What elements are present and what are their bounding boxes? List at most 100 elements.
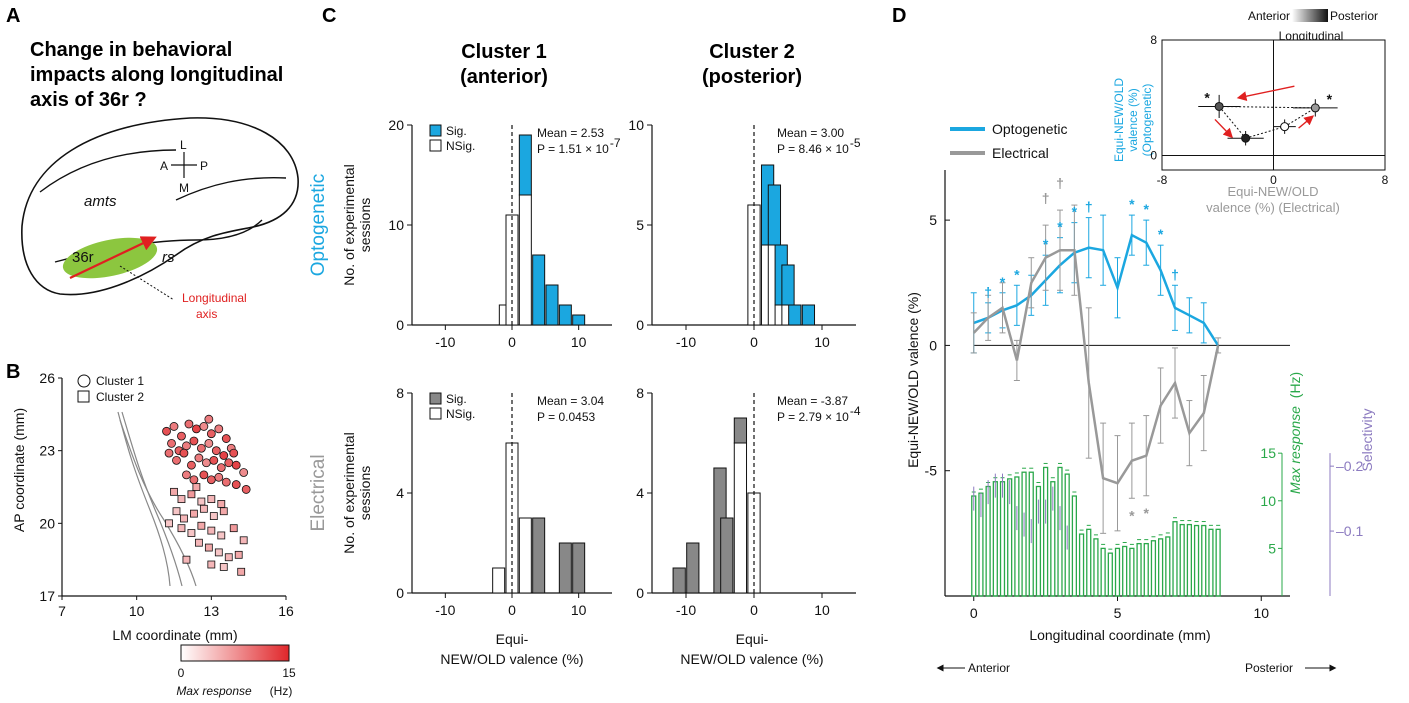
b-cluster2-point <box>197 521 206 530</box>
c-elec-2-bar-sig <box>686 542 700 594</box>
c-opto-2-mean: Mean = 3.00 <box>777 126 844 140</box>
b-cluster2-point <box>177 495 186 504</box>
b-cluster1-point <box>229 448 239 458</box>
d-maxresp-bar <box>1179 523 1185 597</box>
b-cluster1-point <box>199 422 209 431</box>
b-y-tick-label: 20 <box>39 515 55 531</box>
d-maxresp-bar <box>1078 533 1085 597</box>
b-cluster1-point <box>206 475 216 485</box>
b-xlabel: LM coordinate (mm) <box>112 627 237 643</box>
c-xlabel-2b: NEW/OLD valence (%) <box>680 651 823 667</box>
d-right-axis2-tick-label: –0.2 <box>1336 458 1363 474</box>
c-elec-1-x-tick-label: 0 <box>508 602 516 618</box>
d-maxresp-bar <box>1014 476 1020 597</box>
c-elec-1-bar-sig <box>532 517 546 594</box>
d-opto-line <box>973 233 1220 347</box>
inset-x-tick-label: 0 <box>1270 173 1277 187</box>
c-elec-2-y-tick-label: 0 <box>636 585 644 601</box>
d-ylabel: Equi-NEW/OLD valence (%) <box>905 292 921 468</box>
b-x-tick-label: 13 <box>204 603 220 619</box>
panel-c: Cluster 1 (anterior) Cluster 2 (posterio… <box>308 41 861 667</box>
b-cluster1-point <box>216 463 226 473</box>
d-maxresp-bar <box>971 495 977 597</box>
c-opto-2-y-tick-label: 10 <box>628 117 644 133</box>
b-cluster2-point <box>237 567 246 576</box>
b-cluster1-point <box>201 458 211 468</box>
inset-ylabel-2: valence (%) <box>1126 88 1140 151</box>
b-cluster2-point <box>204 543 213 552</box>
d-elec-sig-mark: † <box>1056 175 1064 191</box>
c-row-electrical: Electrical <box>308 454 329 531</box>
c-opto-2-y-tick-label: 5 <box>636 217 644 233</box>
b-cluster2-point <box>229 524 238 533</box>
c-elec-1-legend-sig: Sig. <box>446 392 467 406</box>
b-cluster2-point <box>190 509 198 518</box>
panel-b: AP coordinate (mm) LM coordinate (mm) Cl… <box>11 370 296 698</box>
inset-point <box>1280 122 1290 132</box>
c-opto-1-bar-sig <box>545 284 559 326</box>
b-boundary-2 <box>121 411 183 587</box>
c-elec-2-x-tick-label: -10 <box>676 602 696 618</box>
inset-point <box>1241 133 1251 143</box>
d-right-axis1-unit: (Hz) <box>1287 372 1303 398</box>
compass-a: A <box>160 159 168 173</box>
b-cluster1-point <box>231 480 241 489</box>
b-cluster2-point <box>187 529 196 537</box>
b-colorbar-label: Max response <box>176 684 252 698</box>
b-x-tick-label: 16 <box>278 603 294 619</box>
c-ylabel-bot-2: sessions <box>357 466 373 520</box>
b-cluster1-point <box>204 438 214 448</box>
c-elec-1-y-tick-label: 8 <box>396 385 404 401</box>
b-cluster1-point <box>241 485 251 494</box>
panel-a-question-line1: Change in behavioral <box>30 39 232 61</box>
c-opto-1-bar-sig <box>518 134 532 196</box>
c-opto-2-x-tick-label: 0 <box>750 334 758 350</box>
b-cluster1-point <box>187 460 196 470</box>
inset-x-tick-label: -8 <box>1157 173 1168 187</box>
c-opto-1-y-tick-label: 0 <box>396 317 404 333</box>
b-cluster2-point <box>224 553 233 562</box>
d-maxresp-bar <box>1007 478 1013 597</box>
inset-ylabel-1: Equi-NEW/OLD <box>1112 78 1126 162</box>
b-cluster1-point <box>214 424 224 434</box>
panel-a-question-line3: axis of 36r ? <box>30 89 147 111</box>
d-maxresp-bar <box>1208 528 1214 597</box>
c-elec-1-pvalue: P = 0.0453 <box>537 410 595 424</box>
c-xlabel-2a: Equi- <box>736 631 769 647</box>
b-cluster2-point <box>165 519 173 528</box>
axis-pointer-line <box>119 265 175 301</box>
b-cluster2-point <box>209 512 218 520</box>
b-cluster1-point <box>169 422 179 431</box>
c-row-optogenetic: Optogenetic <box>308 174 329 276</box>
c-ylabel-top-1: No. of experimental <box>341 164 357 285</box>
b-cluster2-point <box>207 560 216 569</box>
c-elec-1-x-tick-label: -10 <box>435 602 455 618</box>
panel-label-c: C <box>322 5 336 27</box>
d-maxresp-bar <box>1107 552 1113 597</box>
b-cluster2-point <box>239 536 248 545</box>
d-y-tick-label: 5 <box>929 212 937 228</box>
b-cluster1-point <box>219 451 229 460</box>
inset-star: * <box>1327 91 1333 107</box>
c-title-2a: Cluster 2 <box>709 41 795 63</box>
c-opto-2-bar-sig <box>801 304 816 326</box>
d-maxresp-bar <box>1186 523 1193 597</box>
d-maxresp-bar <box>1150 540 1157 597</box>
inset-arrow <box>1236 85 1295 101</box>
d-right-axis2-label: Selectivity <box>1359 408 1375 471</box>
d-x-tick-label: 0 <box>970 605 978 621</box>
d-maxresp-bar <box>1071 495 1078 597</box>
c-elec-2-pvalue: P = 2.79 × 10 <box>777 410 849 424</box>
c-elec-1-y-tick-label: 0 <box>396 585 404 601</box>
b-cluster2-point <box>187 490 196 499</box>
b-cluster1-point <box>162 426 171 436</box>
c-elec-1-legend-nsig: NSig. <box>446 407 475 421</box>
c-elec-2-y-tick-label: 8 <box>636 385 644 401</box>
b-ylabel: AP coordinate (mm) <box>11 408 27 532</box>
panel-label-a: A <box>6 5 20 27</box>
inset-xlabel-1: Equi-NEW/OLD <box>1227 184 1318 199</box>
b-legend-cluster2: Cluster 2 <box>96 390 144 404</box>
b-cluster1-point <box>164 448 174 458</box>
d-opto-sig-mark: * <box>1072 204 1078 220</box>
c-opto-1-bar-sig <box>558 304 572 326</box>
